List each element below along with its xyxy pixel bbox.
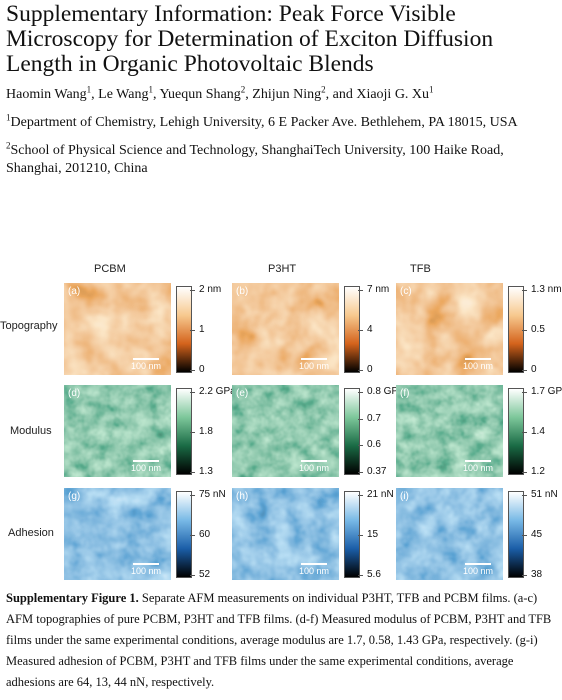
scale-bar-label: 100 nm: [462, 566, 494, 576]
colorbar-tick-label: 0.5: [522, 324, 545, 335]
colorbar: [508, 491, 524, 578]
column-header: PCBM: [94, 263, 126, 275]
panel-label: (h): [236, 491, 249, 502]
scale-bar-label: 100 nm: [130, 361, 162, 371]
colorbar-tick-label: 1.3: [190, 466, 213, 477]
scale-bar-label: 100 nm: [130, 463, 162, 473]
afm-image: (b) 100 nm: [232, 283, 339, 375]
colorbar-tick-label: 1.2: [522, 466, 545, 477]
scale-bar: 100 nm: [458, 358, 498, 371]
colorbar: [176, 388, 192, 475]
colorbar-tick-label: 52: [189, 569, 211, 580]
colorbar-tick-label: 1.4: [522, 426, 545, 437]
afm-image: (g) 100 nm: [64, 488, 171, 580]
colorbar-tick-label: 21 nN: [358, 489, 394, 500]
scale-bar: 100 nm: [458, 460, 498, 473]
panel-label: (d): [68, 388, 81, 399]
afm-image: (f) 100 nm: [396, 385, 503, 477]
panel-label: (g): [68, 491, 81, 502]
colorbar-tick-label: 60: [189, 529, 211, 540]
scale-bar: 100 nm: [458, 563, 498, 576]
afm-image: (e) 100 nm: [232, 385, 339, 477]
scale-bar: 100 nm: [294, 358, 334, 371]
colorbar: [176, 286, 192, 373]
colorbar-tick-label: 0.7: [358, 412, 381, 424]
figure-caption: Supplementary Figure 1. Separate AFM mea…: [6, 591, 552, 689]
colorbar-tick-label: 1.8: [190, 426, 213, 437]
author: Zhijun Ning: [252, 87, 322, 102]
panel-label: (e): [236, 388, 249, 399]
colorbar-tick-label: 0: [522, 364, 537, 375]
paper-title: Supplementary Information: Peak Force Vi…: [6, 1, 494, 77]
colorbar-tick-label: 75 nN: [190, 489, 226, 500]
colorbar-tick-label: 4: [358, 324, 373, 335]
colorbar: [176, 491, 192, 578]
colorbar: [344, 286, 360, 373]
author: Haomin Wang: [6, 87, 87, 102]
colorbar-tick-label: 1: [190, 324, 205, 335]
colorbar-tick-label: 0.8 GPa: [358, 386, 404, 397]
scale-bar: 100 nm: [126, 358, 166, 371]
colorbar: [508, 388, 524, 475]
colorbar: [344, 491, 360, 578]
afm-figure: PCBM P3HT TFB Topography Modulus Adhesio…: [0, 255, 562, 585]
colorbar-tick-label: 2.2 GPa: [190, 386, 236, 397]
afm-image: (i) 100 nm: [396, 488, 503, 580]
colorbar-tick-label: 15: [357, 529, 379, 540]
afm-image: (a) 100 nm: [64, 283, 171, 375]
scale-bar: 100 nm: [126, 563, 166, 576]
panel-label: (f): [400, 388, 410, 399]
column-header: P3HT: [268, 263, 297, 275]
colorbar-tick-label: 38: [521, 569, 543, 580]
column-header: TFB: [410, 263, 431, 275]
author: Yuequn Shang: [159, 87, 241, 102]
colorbar-tick-label: 0.37: [357, 466, 387, 477]
scale-bar-label: 100 nm: [298, 361, 330, 371]
row-header: Adhesion: [8, 527, 54, 539]
scale-bar: 100 nm: [126, 460, 166, 473]
panel-label: (i): [400, 491, 409, 502]
panel-label: (c): [400, 286, 412, 297]
author: Xiaoji G. Xu: [356, 87, 430, 102]
afm-image: (c) 100 nm: [396, 283, 503, 375]
panel-label: (a): [68, 286, 81, 297]
scale-bar: 100 nm: [294, 460, 334, 473]
author: Le Wang: [98, 87, 149, 102]
colorbar-tick-label: 0: [358, 364, 373, 375]
scale-bar: 100 nm: [294, 563, 334, 576]
afm-image: (h) 100 nm: [232, 488, 339, 580]
colorbar-tick-label: 2 nm: [189, 284, 222, 295]
colorbar-tick-label: 1.7 GPa: [522, 386, 562, 397]
colorbar: [344, 388, 360, 475]
colorbar-tick-label: 0.6: [358, 439, 381, 451]
row-header: Modulus: [10, 425, 52, 437]
author-list: Haomin Wang1, Le Wang1, Yuequn Shang2, Z…: [6, 84, 434, 102]
panel-label: (b): [236, 286, 249, 297]
colorbar: [508, 286, 524, 373]
scale-bar-label: 100 nm: [462, 463, 494, 473]
colorbar-tick-label: 5.6: [358, 569, 381, 580]
colorbar-tick-label: 0: [190, 364, 205, 375]
row-header: Topography: [0, 320, 58, 332]
affiliation-2: 2School of Physical Science and Technolo…: [6, 140, 504, 176]
colorbar-tick-label: 1.3 nm: [522, 284, 562, 295]
colorbar-tick-label: 51 nN: [522, 489, 558, 500]
affiliation-1: 1Department of Chemistry, Lehigh Univers…: [6, 112, 518, 130]
scale-bar-label: 100 nm: [298, 566, 330, 576]
colorbar-tick-label: 7 nm: [357, 284, 390, 295]
colorbar-tick-label: 45: [521, 529, 543, 540]
scale-bar-label: 100 nm: [298, 463, 330, 473]
scale-bar-label: 100 nm: [462, 361, 494, 371]
scale-bar-label: 100 nm: [130, 566, 162, 576]
afm-image: (d) 100 nm: [64, 385, 171, 477]
